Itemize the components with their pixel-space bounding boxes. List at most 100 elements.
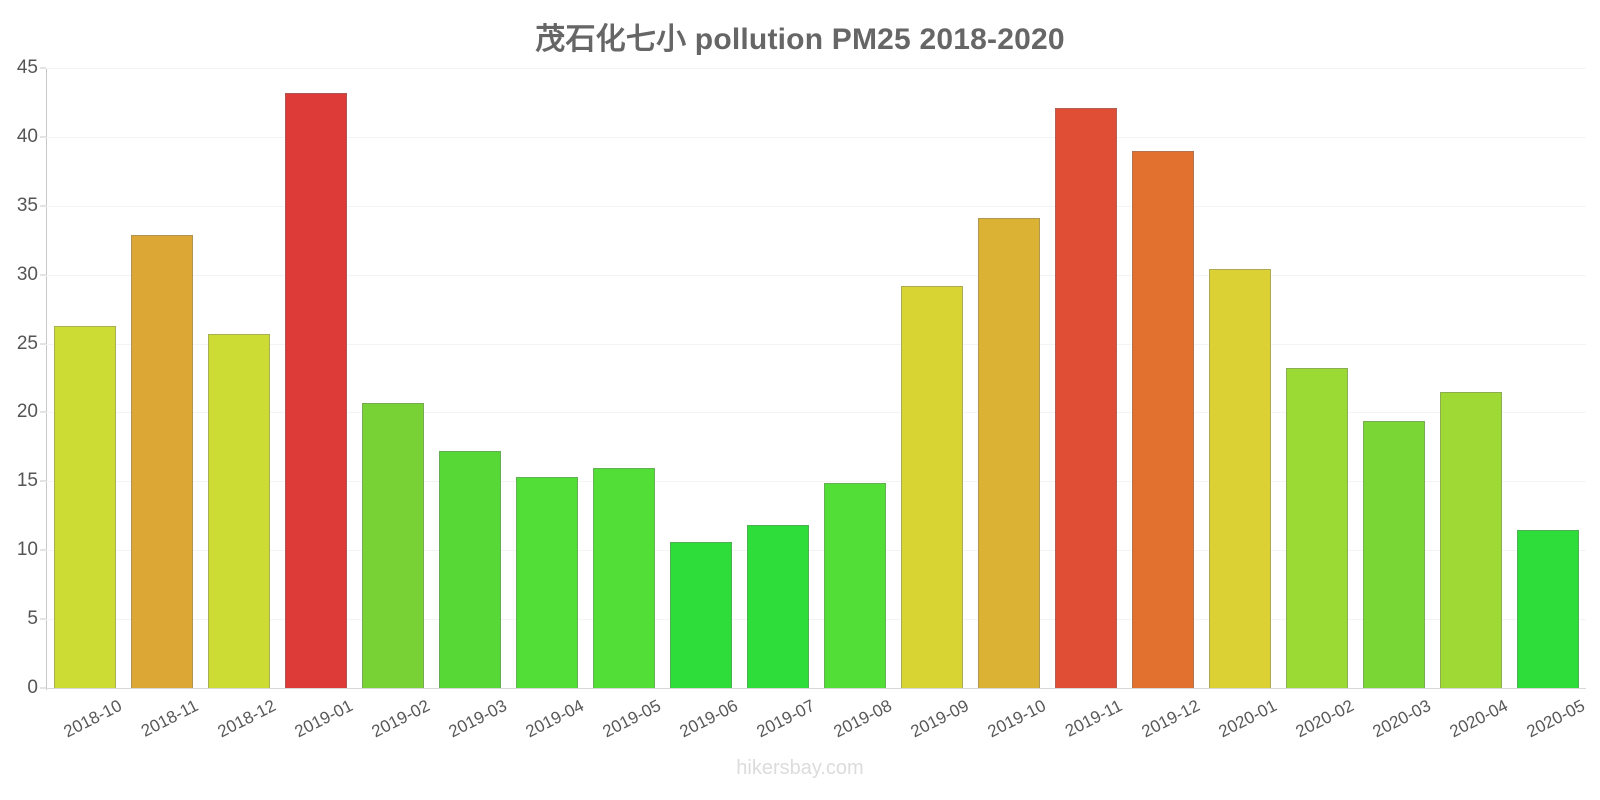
x-axis-tick-label: 2019-12 — [1138, 696, 1203, 742]
y-axis-tick-label: 15 — [16, 470, 38, 492]
x-axis-tick-label: 2019-10 — [984, 696, 1049, 742]
bar[interactable] — [1516, 529, 1579, 688]
y-axis-line — [46, 68, 47, 690]
bar[interactable] — [1054, 107, 1117, 688]
x-axis-tick-label: 2019-05 — [599, 696, 664, 742]
page-title: 茂石化七小 pollution PM25 2018-2020 — [535, 23, 1065, 56]
bar-slot — [970, 68, 1047, 688]
x-axis-slot: 2019-03 — [431, 692, 509, 762]
y-axis-tick-label: 35 — [16, 194, 38, 216]
bar[interactable] — [746, 525, 809, 688]
x-axis-tick-label: 2019-04 — [522, 696, 587, 742]
y-axis-tick-label: 25 — [16, 332, 38, 354]
x-axis-tick-label: 2019-07 — [753, 696, 818, 742]
gridline — [46, 688, 1586, 689]
gridline — [46, 343, 1586, 345]
bar-slot — [508, 68, 585, 688]
bar[interactable] — [53, 325, 116, 688]
x-axis-tick-label: 2018-10 — [60, 696, 125, 742]
x-axis-slot: 2019-06 — [662, 692, 741, 762]
y-axis-tick — [40, 343, 46, 345]
x-axis-tick-label: 2020-01 — [1215, 696, 1280, 742]
y-axis-tick-label: 20 — [16, 401, 38, 423]
x-axis-slot: 2019-01 — [277, 692, 356, 762]
y-axis-tick — [40, 480, 46, 482]
bar[interactable] — [1285, 368, 1348, 688]
y-axis-tick — [40, 687, 46, 689]
bar[interactable] — [361, 402, 424, 688]
x-axis-tick-label: 2019-08 — [830, 696, 895, 742]
bar[interactable] — [1208, 269, 1271, 688]
gridline — [46, 68, 1586, 69]
y-axis-tick — [40, 549, 46, 551]
gridline — [46, 412, 1586, 414]
bar-slot — [816, 68, 893, 688]
y-axis-tick-label: 45 — [16, 57, 38, 78]
bar[interactable] — [207, 333, 270, 688]
gridline — [46, 136, 1586, 138]
y-axis-tick — [40, 274, 46, 276]
bar-series — [46, 68, 1586, 688]
y-axis-tick — [40, 411, 46, 413]
x-axis-tick-label: 2019-06 — [676, 696, 741, 742]
x-axis-slot: 2018-11 — [123, 692, 201, 762]
y-axis-tick-label: 30 — [16, 263, 38, 285]
y-axis-tick — [40, 205, 46, 207]
plot-area — [46, 68, 1586, 689]
bar[interactable] — [1362, 420, 1425, 688]
bar-slot — [354, 68, 431, 688]
bar-slot — [46, 68, 123, 688]
bar-slot — [1201, 68, 1278, 688]
bar[interactable] — [900, 285, 963, 688]
bar-slot — [200, 68, 277, 688]
bar[interactable] — [669, 541, 732, 688]
bar-slot — [1355, 68, 1432, 688]
x-axis-tick-label: 2019-02 — [368, 696, 433, 742]
y-axis-tick-label: 0 — [27, 677, 38, 698]
gridlines — [46, 68, 1586, 689]
x-axis-tick-label: 2019-11 — [1061, 696, 1125, 741]
bar[interactable] — [438, 451, 501, 688]
x-axis-tick-label: 2020-03 — [1369, 696, 1434, 742]
x-axis-tick-label: 2018-12 — [214, 696, 279, 742]
gridline — [46, 205, 1586, 207]
y-axis-tick-label: 10 — [16, 539, 38, 561]
x-axis-slot: 2019-09 — [893, 692, 972, 762]
y-axis-tick — [40, 67, 46, 69]
x-axis-slot: 2019-12 — [1124, 692, 1203, 762]
bar[interactable] — [1131, 150, 1194, 688]
x-axis-slot: 2019-10 — [970, 692, 1049, 762]
bar-slot — [1509, 68, 1586, 688]
bar-slot — [431, 68, 508, 688]
bar[interactable] — [823, 482, 886, 688]
footer-watermark: hikersbay.com — [736, 757, 864, 779]
bar-slot — [123, 68, 200, 688]
x-axis-tick-label: 2019-09 — [907, 696, 972, 742]
x-axis-slot: 2019-08 — [816, 692, 895, 762]
x-axis-slot: 2019-11 — [1047, 692, 1125, 762]
bar-slot — [739, 68, 816, 688]
x-axis-tick-label: 2020-05 — [1523, 696, 1588, 742]
bar-slot — [662, 68, 739, 688]
x-axis-tick-label: 2019-01 — [291, 696, 356, 742]
bar[interactable] — [592, 467, 655, 688]
y-axis-tick — [40, 618, 46, 620]
y-axis-tick — [40, 136, 46, 138]
bar-slot — [1278, 68, 1355, 688]
y-axis-tick-label: 5 — [27, 608, 38, 630]
gridline — [46, 274, 1586, 276]
y-axis-labels: 0 5 10 15 20 25 30 35 40 45 — [0, 57, 46, 698]
x-axis-tick-label: 2020-02 — [1292, 696, 1357, 742]
bar[interactable] — [977, 218, 1040, 688]
bar[interactable] — [515, 477, 578, 688]
x-axis-slot: 2020-04 — [1432, 692, 1510, 762]
gridline — [46, 619, 1586, 621]
bar[interactable] — [1439, 391, 1502, 688]
x-axis-slot: 2020-03 — [1355, 692, 1434, 762]
x-axis-slot: 2020-02 — [1278, 692, 1357, 762]
bar[interactable] — [284, 92, 347, 688]
bar[interactable] — [130, 234, 193, 688]
x-axis-slot: 2018-10 — [46, 692, 125, 762]
x-axis-slot: 2019-05 — [585, 692, 664, 762]
